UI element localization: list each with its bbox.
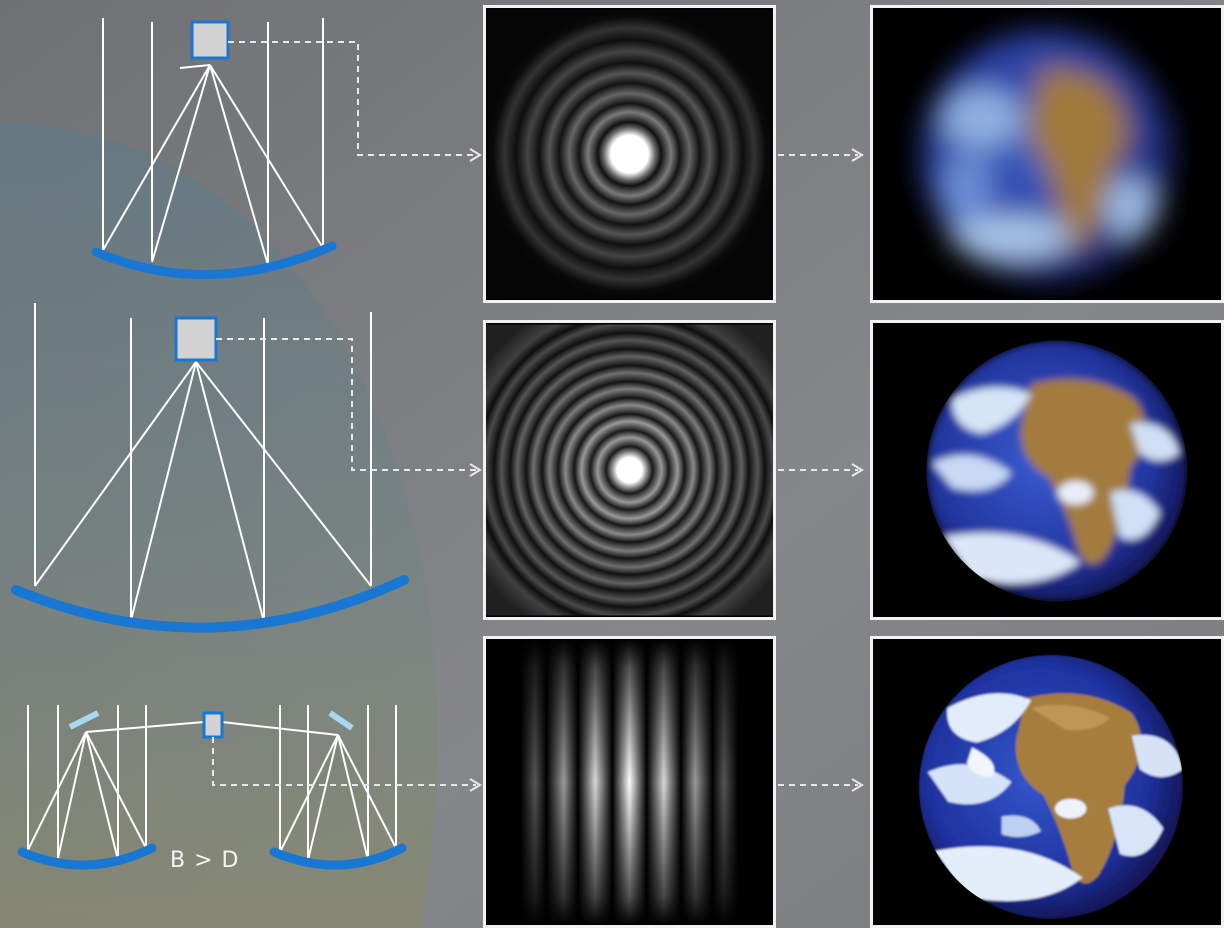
baseline-label: B > D	[170, 848, 240, 873]
mirror-interferometer-right	[269, 843, 407, 870]
arrowhead-large	[469, 463, 482, 477]
arrowhead-interferometer	[469, 778, 482, 792]
arrowhead-psf3	[851, 778, 864, 792]
interference-fringes	[486, 639, 773, 925]
arrow-small-to-psf	[228, 41, 476, 156]
psf-panel-fringes	[483, 636, 776, 928]
earth-sharper	[873, 324, 1221, 616]
background-shade	[0, 122, 438, 928]
interferometer-left	[27, 705, 205, 861]
interferometer-right	[221, 705, 397, 861]
arrowhead-psf2	[851, 463, 864, 477]
arrow-large-to-psf	[216, 338, 476, 471]
psf-panel-airy-narrow	[483, 320, 776, 620]
airy-pattern-narrow	[486, 324, 773, 616]
telescope-large	[34, 303, 372, 623]
airy-pattern-wide	[486, 9, 773, 299]
mirror-interferometer-left	[17, 843, 157, 870]
mirror-small	[91, 241, 337, 279]
mirror-large	[11, 575, 409, 633]
relay-mirror-right	[328, 710, 354, 731]
image-panel-earth-blurry	[870, 5, 1224, 303]
psf-panel-airy-wide	[483, 5, 776, 303]
earth-sharp	[873, 639, 1221, 925]
image-panel-earth-sharp	[870, 636, 1224, 928]
detector-interferometer	[202, 711, 224, 739]
detector-small	[190, 20, 230, 60]
detector-large	[174, 316, 218, 362]
arrowhead-small	[469, 148, 482, 162]
telescope-small	[102, 18, 324, 266]
arrow-interferometer-to-psf	[212, 737, 476, 786]
relay-mirror-left	[68, 710, 100, 730]
arrowhead-psf1	[851, 148, 864, 162]
image-panel-earth-sharper	[870, 320, 1224, 620]
earth-blurry	[873, 9, 1221, 299]
